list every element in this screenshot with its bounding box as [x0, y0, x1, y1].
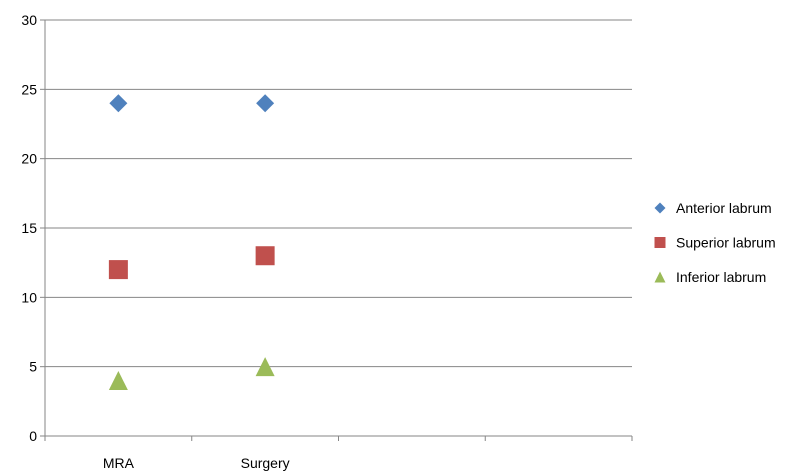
y-tick-label: 25 [21, 81, 37, 97]
superior-labrum-point [108, 260, 128, 280]
y-tick-label: 15 [21, 220, 37, 236]
legend-marker-superior-labrum [654, 237, 666, 248]
anterior-labrum-point [109, 94, 128, 113]
anterior-labrum-point [256, 94, 275, 113]
legend-label: Inferior labrum [676, 269, 766, 285]
legend-item-inferior-labrum: Inferior labrum [654, 269, 766, 285]
y-axis-ticks: 0 5 10 15 20 25 30 [21, 12, 45, 444]
superior-labrum-point [255, 246, 275, 266]
gridlines [45, 19, 632, 368]
legend-marker-anterior-labrum [654, 202, 666, 214]
inferior-labrum-point [108, 371, 128, 391]
legend-label: Anterior labrum [676, 200, 772, 216]
inferior-labrum-point [255, 357, 275, 377]
legend: Anterior labrum Superior labrum Inferior l… [654, 200, 776, 285]
x-tick-label: Surgery [241, 455, 290, 471]
y-tick-label: 0 [29, 428, 37, 444]
legend-marker-inferior-labrum [654, 271, 666, 283]
y-tick-label: 20 [21, 151, 37, 167]
y-tick-label: 10 [21, 289, 37, 305]
x-axis-ticks: MRA Surgery [44, 436, 633, 471]
y-tick-label: 30 [21, 12, 37, 28]
legend-label: Superior labrum [676, 235, 776, 251]
legend-item-anterior-labrum: Anterior labrum [654, 200, 772, 216]
y-tick-label: 5 [29, 359, 37, 375]
data-points [108, 94, 275, 391]
legend-item-superior-labrum: Superior labrum [654, 235, 776, 251]
x-tick-label: MRA [103, 455, 135, 471]
